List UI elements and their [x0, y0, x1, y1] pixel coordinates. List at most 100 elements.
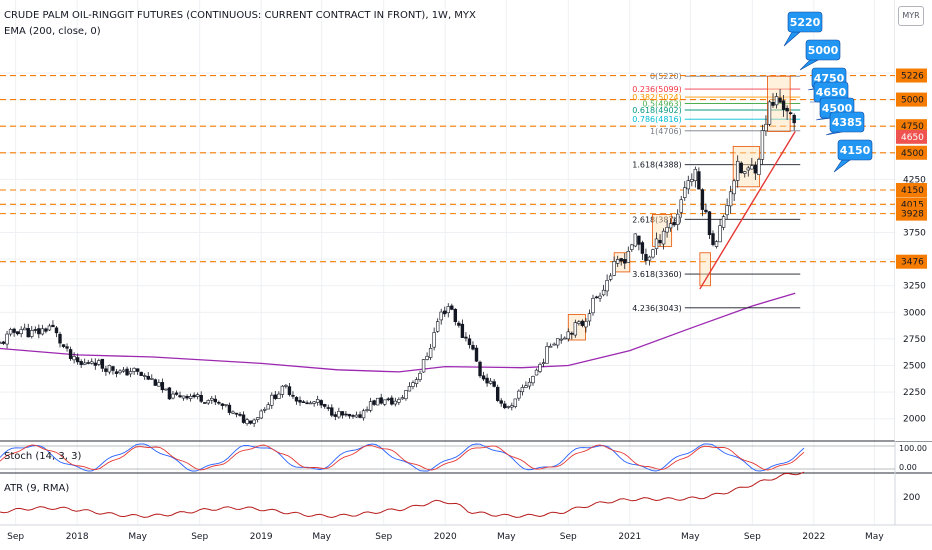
fibonacci-levels: 0(5220)0.236(5099)0.382(5024)0.5(4963)0.…: [632, 72, 801, 313]
candle-body: [697, 171, 701, 190]
candle-body: [54, 327, 59, 334]
level-tag: [896, 183, 927, 197]
candle-body: [104, 368, 108, 372]
candle-body: [743, 171, 747, 174]
stoch-scale-top: 100.00: [899, 444, 927, 453]
candle-body: [686, 180, 690, 190]
candle-body: [326, 407, 330, 409]
candlestick-series: [0, 89, 796, 427]
candle-body: [280, 385, 285, 395]
y-tick-label: 2750: [903, 335, 926, 345]
candle-body: [637, 235, 641, 245]
callout-label: 4385: [832, 116, 863, 129]
candle-body: [538, 364, 542, 372]
candle-body: [481, 375, 486, 380]
candle-body: [428, 348, 433, 358]
x-tick-label: 2021: [618, 532, 641, 542]
candle-body: [107, 365, 112, 373]
candle-body: [591, 297, 595, 314]
candle-body: [181, 395, 186, 399]
candle-body: [150, 378, 154, 380]
level-tag-label: 3928: [901, 210, 924, 220]
candle-body: [75, 357, 80, 363]
candle-body: [435, 321, 440, 332]
candle-body: [630, 244, 634, 250]
candle-body: [375, 397, 380, 406]
candle-body: [19, 329, 23, 335]
candle-body: [453, 308, 458, 323]
candle-body: [90, 361, 94, 364]
candle-body: [573, 322, 578, 336]
candle-body: [58, 333, 62, 344]
candle-body: [344, 413, 348, 416]
candle-body: [559, 338, 563, 341]
candle-body: [301, 401, 306, 403]
candle-body: [308, 402, 313, 405]
candle-body: [284, 385, 288, 387]
fib-label: 0.236(5099): [632, 85, 682, 94]
candle-body: [340, 411, 345, 416]
x-tick-label: 2018: [66, 532, 89, 542]
candle-body: [548, 345, 553, 348]
candle-body: [439, 311, 443, 321]
candle-body: [397, 398, 401, 403]
fib-label: 2.618(3874): [632, 215, 682, 224]
candle-body: [330, 407, 334, 416]
stoch-scale-bottom: 0.00: [899, 463, 917, 472]
atr-line: [0, 471, 805, 519]
candle-body: [788, 112, 793, 114]
candle-body: [185, 395, 189, 399]
callout-label: 5000: [808, 44, 839, 57]
candle-body: [478, 361, 482, 377]
x-tick-label: May: [312, 532, 331, 542]
candle-body: [651, 249, 655, 258]
candle-body: [132, 367, 136, 372]
candle-body: [171, 393, 175, 399]
candle-body: [0, 342, 2, 345]
price-axis: 2000 2250 2500 2750 3000 3250 3750 4250 5226 5000…: [895, 0, 932, 441]
candle-body: [390, 397, 394, 405]
candle-body: [541, 362, 546, 364]
candle-body: [418, 372, 422, 380]
atr-legend: ATR (9, RMA): [4, 483, 70, 494]
candle-body: [520, 387, 525, 393]
x-tick-label: 2020: [434, 532, 457, 542]
candle-body: [383, 399, 387, 405]
candle-body: [26, 328, 30, 338]
callout-label: 5220: [790, 16, 821, 29]
x-tick-label: May: [865, 532, 884, 542]
candle-body: [203, 402, 207, 404]
currency-badge[interactable]: MYR: [898, 6, 924, 26]
callout-box: [805, 39, 841, 61]
level-tag-label: 4500: [901, 149, 924, 159]
candle-body: [238, 413, 242, 416]
candle-body: [164, 388, 168, 391]
x-tick-label: May: [497, 532, 516, 542]
candle-body: [273, 394, 278, 399]
candle-body: [368, 401, 373, 411]
level-tag: [896, 119, 927, 134]
candle-body: [333, 414, 338, 417]
candle-body: [792, 114, 796, 124]
candle-body: [195, 394, 200, 397]
candle-body: [199, 394, 203, 402]
candle-body: [315, 399, 320, 403]
candle-body: [37, 328, 41, 335]
fib-label: 0.786(4816): [632, 115, 682, 124]
candle-body: [665, 226, 669, 233]
y-tick-label: 2000: [903, 415, 926, 425]
y-tick-label: 3000: [903, 308, 926, 318]
candle-body: [778, 97, 782, 103]
candle-body: [157, 382, 161, 387]
y-tick-label: 3250: [903, 282, 926, 292]
candle-body: [471, 345, 475, 350]
trend-line: [699, 131, 796, 290]
candle-body: [771, 102, 775, 106]
candle-body: [675, 213, 680, 225]
candle-body: [760, 130, 765, 160]
stoch-legend: Stoch (14, 3, 3): [4, 451, 82, 462]
candle-body: [294, 397, 299, 402]
candle-body: [450, 305, 454, 310]
candle-body: [503, 403, 507, 409]
